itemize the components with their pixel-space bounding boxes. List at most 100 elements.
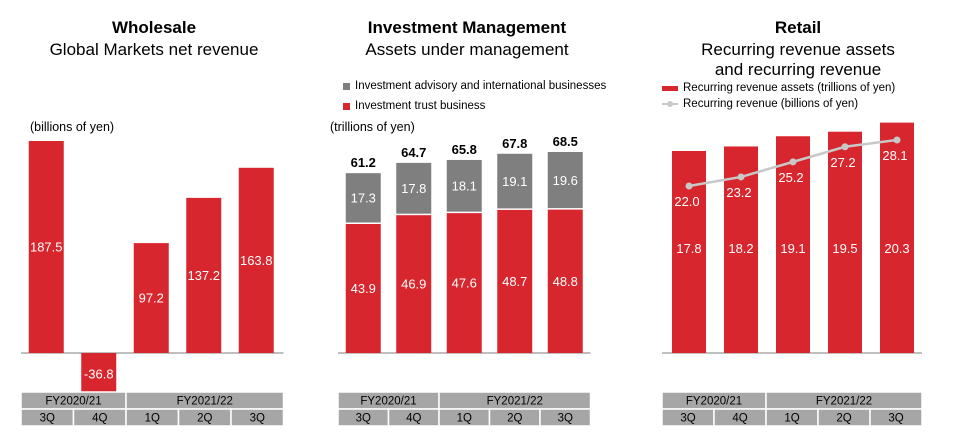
im-bar-advisory-value: 19.1 [502, 174, 527, 189]
wholesale-bar [28, 141, 64, 353]
retail-revenue-value: 25.2 [778, 170, 803, 185]
im-bar-advisory-value: 17.3 [351, 191, 376, 206]
wholesale-category-label: 3Q [40, 413, 55, 425]
im-subtitle: Assets under management [365, 40, 569, 59]
wholesale-group-label: FY2021/22 [177, 396, 233, 408]
retail-category-cell [869, 408, 923, 427]
im-group-label: FY2020/21 [360, 396, 416, 408]
im-bar-trust-value: 47.6 [452, 276, 477, 291]
im-bar-advisory-value: 19.6 [553, 173, 578, 188]
im-bar-total: 68.5 [553, 134, 578, 149]
retail-revenue-point [737, 173, 745, 181]
wholesale-panel: Wholesale Global Markets net revenue (bi… [0, 0, 320, 440]
retail-bar [724, 146, 758, 353]
wholesale-bar [238, 167, 274, 353]
im-bar-trust [497, 209, 533, 353]
retail-revenue-point [789, 158, 797, 166]
im-group-label: FY2021/22 [487, 396, 543, 408]
im-bar-advisory-value: 18.1 [452, 179, 477, 194]
retail-revenue-point [685, 182, 693, 190]
wholesale-subtitle: Global Markets net revenue [49, 40, 259, 59]
retail-bar-value: 19.1 [780, 241, 805, 256]
retail-group-label: FY2020/21 [686, 396, 742, 408]
retail-revenue-value: 28.1 [882, 148, 907, 163]
im-bar-trust-value: 48.7 [502, 274, 527, 289]
im-category-label: 2Q [507, 413, 522, 425]
retail-bar-value: 19.5 [832, 241, 857, 256]
retail-legend-line-swatch [662, 100, 678, 108]
wholesale-category-label: 2Q [197, 413, 212, 425]
wholesale-title: Wholesale [111, 18, 197, 37]
wholesale-bar [133, 243, 169, 353]
wholesale-category-label: 3Q [250, 413, 265, 425]
wholesale-bar-value: 163.8 [240, 253, 273, 268]
im-bar-trust [396, 215, 432, 353]
retail-legend-line-label: Recurring revenue (billions of yen) [683, 98, 859, 110]
retail-category-label: 4Q [732, 413, 747, 425]
wholesale-bar-value: 97.2 [139, 291, 164, 306]
retail-legend-bar-swatch [662, 85, 678, 91]
wholesale-bar-value: 187.5 [30, 240, 63, 255]
im-chart: 43.9 17.3 61.2 46.9 17.8 64.7 47.6 18.1 65.8 48.7… [337, 134, 592, 427]
wholesale-bar [186, 197, 222, 353]
im-bar-trust [547, 209, 583, 353]
im-bar-advisory [396, 162, 432, 214]
retail-legend-line: Recurring revenue (billions of yen) [662, 98, 858, 110]
im-bar-total: 64.7 [401, 145, 426, 160]
retail-revenue-value: 23.2 [726, 185, 751, 200]
retail-legend-bar-label: Recurring revenue assets (trillions of y… [683, 82, 896, 94]
im-legend-grey-label: Investment advisory and international bu… [355, 80, 607, 92]
retail-legend-bar: Recurring revenue assets (trillions of y… [662, 82, 895, 94]
im-bar-trust [446, 213, 482, 353]
retail-title: Retail [774, 18, 822, 37]
im-bar-advisory [497, 153, 533, 209]
retail-panel: Retail Recurring revenue assets and recu… [640, 0, 960, 440]
im-unit-label: (trillions of yen) [330, 120, 415, 134]
wholesale-group-label: FY2020/21 [45, 396, 101, 408]
im-title: Investment Management [367, 18, 567, 37]
im-legend-grey-swatch [343, 82, 350, 90]
retail-group-label: FY2021/22 [816, 396, 872, 408]
retail-category-label: 3Q [888, 413, 903, 425]
retail-revenue-point [841, 143, 849, 151]
retail-category-label: 2Q [836, 413, 851, 425]
im-bar-total: 61.2 [351, 155, 376, 170]
im-bar-trust-value: 48.8 [553, 274, 578, 289]
retail-bar [880, 122, 914, 353]
wholesale-bar-value: 137.2 [187, 268, 220, 283]
retail-revenue-value: 27.2 [830, 155, 855, 170]
im-bar-total: 65.8 [452, 142, 477, 157]
im-category-label: 1Q [457, 413, 472, 425]
retail-bar-value: 20.3 [884, 241, 909, 256]
im-category-label: 3Q [558, 413, 573, 425]
im-bar-trust-value: 43.9 [351, 281, 376, 296]
retail-bar-value: 17.8 [676, 241, 701, 256]
retail-subtitle-line-2: and recurring revenue [714, 60, 882, 79]
retail-category-label: 3Q [680, 413, 695, 425]
im-bar-advisory [345, 173, 381, 223]
wholesale-category-cell [230, 408, 285, 427]
wholesale-chart: 187.5 -36.8 97.2 137.2 163.8 FY2020/21 FY2021/… [20, 141, 285, 427]
im-legend-grey: Investment advisory and international bu… [343, 80, 606, 92]
im-legend-red-swatch [343, 102, 350, 110]
wholesale-unit-label: (billions of yen) [30, 120, 115, 134]
im-legend-red-label: Investment trust business [355, 100, 486, 112]
retail-revenue-point [893, 136, 901, 144]
retail-chart: 17.8 18.2 19.1 19.5 20.3 22.0 23.2 25.2 27.2 28.1… [661, 122, 923, 427]
retail-bar [828, 131, 862, 353]
im-bar-total: 67.8 [502, 136, 527, 151]
im-bar-advisory [547, 152, 583, 209]
im-bar-advisory-value: 17.8 [401, 181, 426, 196]
wholesale-category-label: 4Q [92, 413, 107, 425]
retail-bar [776, 136, 810, 353]
im-category-label: 4Q [406, 413, 421, 425]
wholesale-category-label: 1Q [145, 413, 160, 425]
im-bar-trust-value: 46.9 [401, 277, 426, 292]
im-legend-red: Investment trust business [343, 100, 485, 112]
im-category-cell [539, 408, 592, 427]
im-bar-advisory [446, 159, 482, 212]
wholesale-bar-value: -36.8 [84, 366, 114, 381]
retail-revenue-value: 22.0 [674, 194, 699, 209]
retail-bar-value: 18.2 [728, 241, 753, 256]
retail-subtitle-line-1: Recurring revenue assets [701, 40, 895, 59]
